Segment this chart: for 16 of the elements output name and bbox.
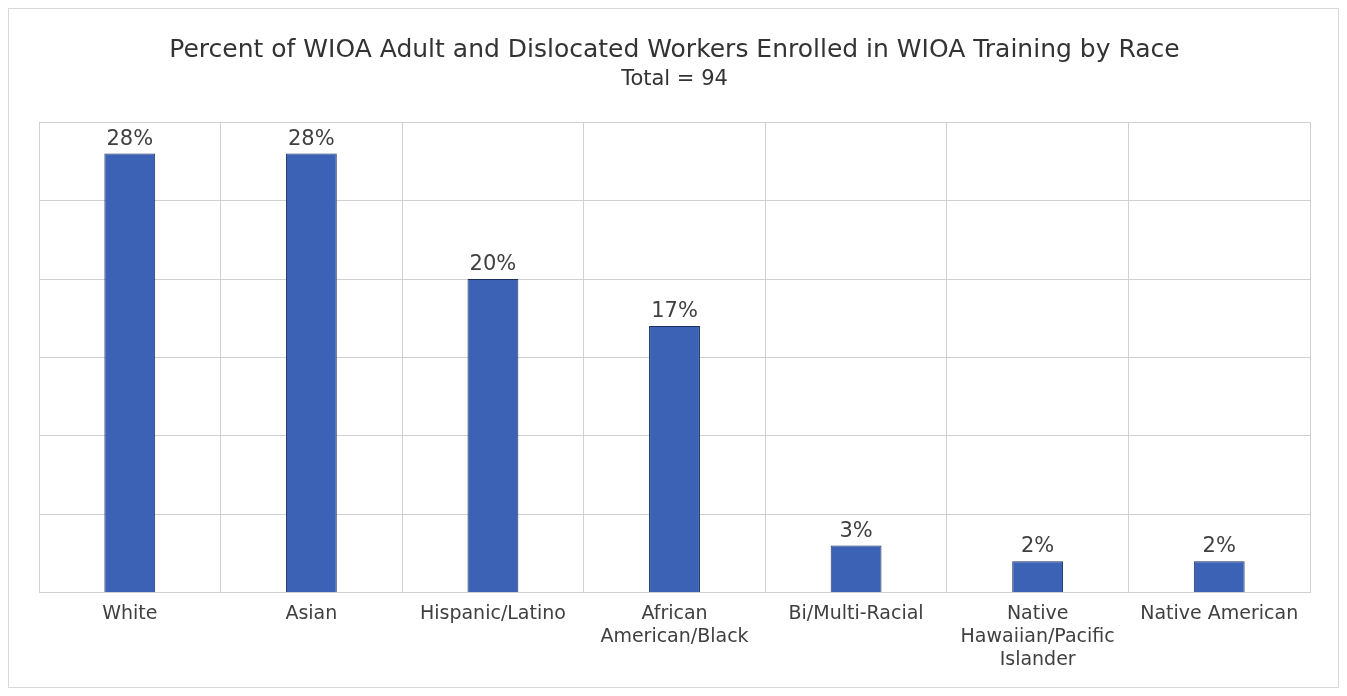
- x-tick-label: Hispanic/Latino: [419, 600, 566, 623]
- data-label: 3%: [839, 517, 873, 542]
- x-tick-label: African American/Black: [600, 600, 749, 646]
- x-tick-label: White: [102, 600, 158, 623]
- data-label: 2%: [1202, 533, 1236, 558]
- data-label: 17%: [651, 297, 698, 322]
- x-tick-label: Bi/Multi-Racial: [788, 600, 924, 623]
- data-label: 28%: [106, 125, 154, 150]
- chart-subtitle: Total = 94: [620, 66, 728, 91]
- x-tick-label: Asian: [285, 600, 338, 623]
- data-label: 28%: [288, 125, 335, 150]
- x-tick-label: Native American: [1140, 600, 1299, 623]
- data-label: 2%: [1020, 533, 1055, 558]
- x-tick-label: Native Hawaiian/Pacific Islander: [960, 600, 1115, 669]
- chart-title: Percent of WIOA Adult and Dislocated Workers Enrolled in WIOA Training by Race: [169, 33, 1180, 63]
- data-label: 20%: [469, 250, 517, 275]
